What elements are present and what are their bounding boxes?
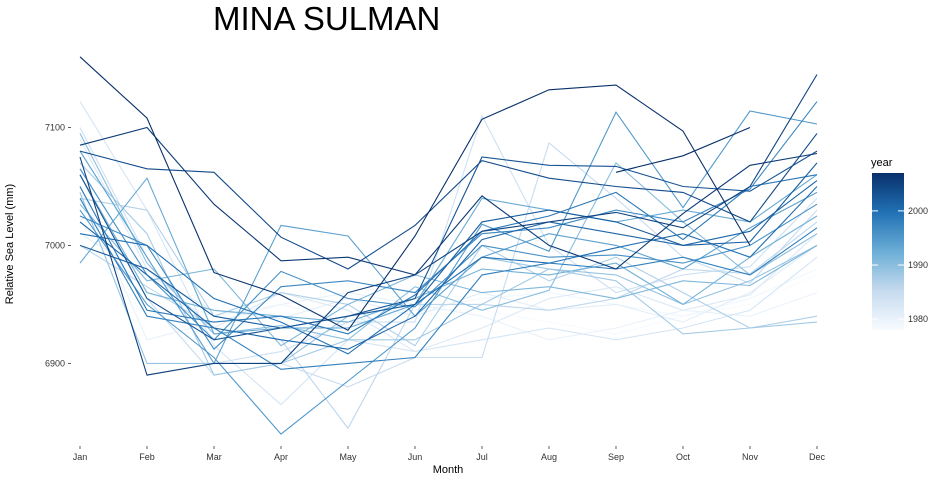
x-tick-label: Dec bbox=[809, 452, 826, 462]
y-tick-label: 7100 bbox=[45, 123, 65, 133]
legend-title: year bbox=[871, 157, 893, 169]
series-line-24 bbox=[79, 162, 818, 329]
y-tick-label: 7000 bbox=[45, 240, 65, 250]
x-tick-label: May bbox=[339, 452, 357, 462]
chart-title: MINA SULMAN bbox=[213, 0, 440, 37]
x-axis-title: Month bbox=[433, 464, 464, 476]
series-line-27 bbox=[79, 74, 818, 376]
series-line-16 bbox=[79, 150, 818, 365]
x-tick-label: Apr bbox=[274, 452, 288, 462]
legend-ticks: 1980 1990 2000 bbox=[872, 206, 928, 324]
series-line-30 bbox=[615, 126, 751, 173]
legend: year 1980 1990 2000 bbox=[871, 157, 928, 330]
series-line-26 bbox=[79, 133, 818, 270]
series-line-2 bbox=[79, 186, 818, 341]
x-tick-label: Mar bbox=[206, 452, 222, 462]
x-tick-label: Oct bbox=[676, 452, 691, 462]
series-line-10 bbox=[79, 162, 818, 376]
series-line-29 bbox=[79, 56, 751, 332]
x-tick-label: Nov bbox=[742, 452, 759, 462]
series-lines bbox=[79, 56, 818, 435]
series-line-28 bbox=[79, 126, 818, 276]
x-tick-label: Jan bbox=[73, 452, 88, 462]
legend-tick-label: 2000 bbox=[908, 206, 928, 216]
series-line-25 bbox=[79, 150, 818, 341]
series-line-20 bbox=[79, 198, 818, 370]
x-axis-ticks: Jan Feb Mar Apr May Jun Jul Aug Sep Oct Nov Dec bbox=[73, 446, 826, 462]
series-line-8 bbox=[79, 221, 818, 430]
series-line-4 bbox=[79, 139, 818, 353]
y-axis-title: Relative Sea Level (mm) bbox=[4, 184, 16, 304]
series-line-9 bbox=[79, 197, 818, 347]
y-tick-label: 6900 bbox=[45, 358, 65, 368]
legend-tick-label: 1980 bbox=[908, 314, 928, 324]
y-axis-ticks: 6900 7000 7100 bbox=[45, 123, 71, 368]
series-line-7 bbox=[79, 141, 818, 388]
x-tick-label: Feb bbox=[139, 452, 155, 462]
legend-colorbar bbox=[872, 173, 904, 330]
x-tick-label: Aug bbox=[541, 452, 557, 462]
series-line-22 bbox=[79, 186, 818, 355]
x-tick-label: Jul bbox=[476, 452, 488, 462]
x-tick-label: Jun bbox=[408, 452, 423, 462]
series-line-5 bbox=[79, 101, 818, 406]
legend-tick-label: 1990 bbox=[908, 260, 928, 270]
series-line-23 bbox=[79, 180, 818, 350]
x-tick-label: Sep bbox=[608, 452, 624, 462]
